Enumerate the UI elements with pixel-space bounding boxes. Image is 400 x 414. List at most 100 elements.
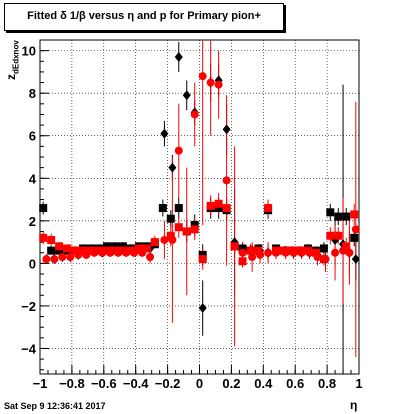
data-point-circle: [339, 246, 348, 255]
error-bars: [42, 40, 357, 374]
data-point-square: [63, 244, 72, 253]
y-tick-label: 2: [29, 214, 36, 229]
data-point-circle: [98, 248, 107, 257]
data-point-diamond: [351, 254, 360, 265]
data-point-square: [158, 204, 167, 213]
y-tick-label: 0: [29, 256, 36, 271]
data-point-square: [134, 244, 143, 253]
data-point-square: [198, 250, 207, 259]
data-point-square: [118, 242, 127, 251]
data-point-circle: [297, 248, 306, 257]
data-point-circle: [74, 250, 83, 259]
data-point-square: [166, 231, 175, 240]
data-point-circle: [66, 252, 75, 261]
y-axis-label: zdEdxnov: [4, 40, 20, 80]
data-point-square: [110, 242, 119, 251]
data-point-square: [334, 212, 343, 221]
data-point-circle: [230, 242, 239, 251]
data-point-square: [55, 242, 64, 251]
data-point-square: [166, 214, 175, 223]
data-point-square: [264, 204, 273, 213]
data-point-circle: [206, 78, 215, 87]
data-point-circle: [256, 250, 265, 259]
data-point-circle: [90, 248, 99, 257]
plot-frame: [39, 39, 360, 375]
y-tick-label: 10: [22, 44, 36, 59]
data-point-square: [238, 257, 247, 266]
data-point-circle: [248, 252, 257, 261]
x-tick-label: −0.6: [91, 376, 117, 391]
x-axis-label: η: [350, 398, 358, 412]
y-axis-label-main: z: [4, 74, 18, 80]
data-point-circle: [351, 225, 360, 234]
data-point-circle: [42, 255, 51, 264]
data-point-circle: [114, 248, 123, 257]
data-point-square: [254, 246, 263, 255]
data-point-square: [55, 246, 64, 255]
data-point-square: [198, 255, 207, 264]
x-tick-label: 1: [355, 376, 362, 391]
y-tick-label: −2: [21, 299, 36, 314]
data-point-circle: [190, 110, 199, 119]
axis-ticks: [39, 50, 360, 374]
x-tick-label: 0: [196, 376, 203, 391]
data-point-square: [246, 246, 255, 255]
data-point-square: [350, 233, 359, 242]
data-point-square: [342, 212, 351, 221]
y-tick-label: 4: [29, 171, 37, 186]
data-point-circle: [238, 248, 247, 257]
data-point-circle: [138, 248, 147, 257]
data-point-square: [206, 201, 215, 210]
data-point-square: [311, 248, 320, 257]
data-point-square: [174, 204, 183, 213]
data-point-square: [39, 233, 48, 242]
y-tick-label: 8: [29, 86, 36, 101]
data-point-circle: [289, 248, 298, 257]
data-point-square: [79, 246, 88, 255]
data-point-circle: [168, 235, 177, 244]
data-point-circle: [130, 248, 139, 257]
data-point-circle: [281, 248, 290, 257]
timestamp: Sat Sep 9 12:36:41 2017: [4, 401, 106, 411]
data-point-square: [71, 246, 80, 255]
data-point-square: [326, 208, 335, 217]
y-tick-label: −4: [21, 341, 37, 356]
x-tick-label: 0.4: [254, 376, 273, 391]
data-point-circle: [198, 72, 207, 81]
data-point-square: [342, 242, 351, 251]
data-point-circle: [264, 248, 273, 257]
data-point-square: [174, 223, 183, 232]
data-point-square: [350, 210, 359, 219]
x-tick-label: 0.2: [222, 376, 240, 391]
data-point-square: [190, 221, 199, 230]
data-point-circle: [146, 252, 155, 261]
data-point-diamond: [198, 303, 207, 314]
data-point-square: [102, 242, 111, 251]
data-point-circle: [160, 235, 169, 244]
data-point-diamond: [174, 52, 183, 63]
data-point-diamond: [222, 124, 231, 135]
x-tick-label: 0.8: [318, 376, 336, 391]
y-axis-label-sub: dEdxnov: [11, 40, 21, 74]
x-tick-label: −0.2: [155, 376, 181, 391]
data-point-circle: [174, 146, 183, 155]
data-point-square: [39, 204, 48, 213]
data-point-circle: [106, 248, 115, 257]
y-tick-label: 6: [29, 129, 36, 144]
data-point-circle: [331, 248, 340, 257]
data-point-circle: [313, 252, 322, 261]
data-point-square: [142, 244, 151, 253]
title-box: Fitted δ 1/β versus η and p for Primary …: [4, 3, 284, 31]
data-point-square: [319, 244, 328, 253]
data-point-square: [47, 235, 56, 244]
data-point-circle: [122, 248, 131, 257]
data-point-circle: [214, 80, 223, 89]
x-tick-label: −1: [33, 376, 48, 391]
data-point-circle: [321, 255, 330, 264]
data-point-circle: [222, 176, 231, 185]
data-point-circle: [182, 227, 191, 236]
data-point-square: [150, 238, 159, 247]
data-point-circle: [345, 248, 354, 257]
data-point-square: [326, 231, 335, 240]
